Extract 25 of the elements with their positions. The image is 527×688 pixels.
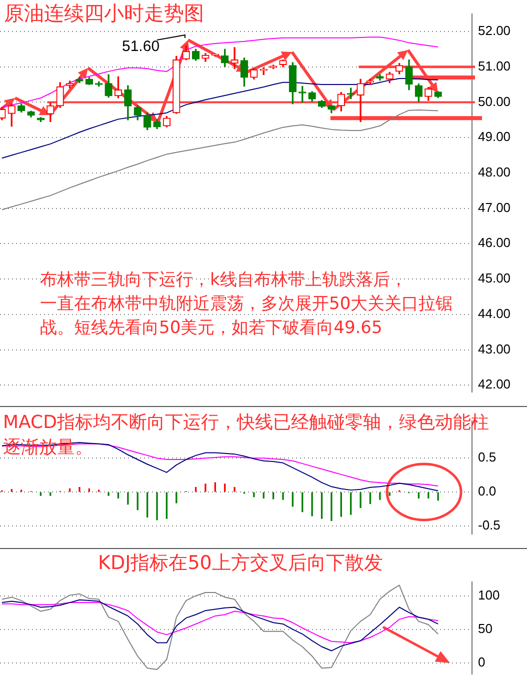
annotation: MACD指标均不断向下运行，快线已经触碰零轴，绿色动能柱 [3, 411, 489, 435]
y-tick-label: 48.00 [478, 164, 511, 180]
annotation: 战。短线先看向50美元，如若下破看向49.65 [40, 317, 382, 340]
y-tick-label: 47.00 [478, 200, 511, 215]
y-tick-label: -0.5 [478, 518, 500, 533]
y-tick-label: 44.00 [478, 306, 511, 321]
annotation: 一直在布林带中轨附近震荡，多次展开50大关关口拉锯 [40, 293, 453, 316]
y-tick-label: 0.0 [478, 484, 496, 499]
candlestick [230, 47, 238, 69]
text: KDJ指标在50上方交叉后向下散发 [98, 551, 383, 575]
annotation: 布林带三轨向下运行，k线自布林带上轨跌落后， [40, 269, 407, 292]
y-tick-label: 43.00 [478, 341, 511, 356]
y-tick-label: 49.00 [478, 129, 511, 144]
y-tick-label: 0 [478, 654, 486, 670]
y-tick-label: 0.5 [478, 450, 496, 465]
y-tick-label: 45.00 [478, 270, 511, 286]
y-tick-label: 50 [478, 620, 492, 636]
annotation: 51.60 [122, 38, 160, 56]
chart-title: 原油连续四小时走势图 [4, 1, 204, 25]
y-tick-label: 50.00 [478, 94, 511, 109]
y-tick-label: 52.00 [478, 23, 511, 38]
y-tick-label: 42.00 [478, 376, 511, 392]
y-tick-label: 51.00 [478, 58, 511, 74]
y-tick-label: 46.00 [478, 235, 511, 250]
y-tick-label: 100 [478, 587, 500, 602]
